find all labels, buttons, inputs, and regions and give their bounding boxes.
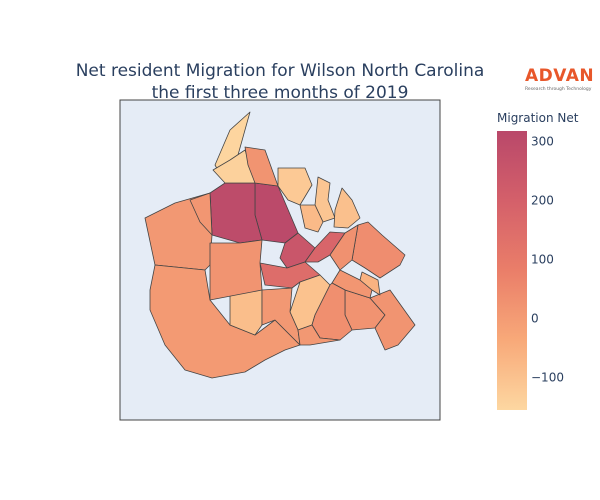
region-northeast-3[interactable]	[333, 187, 361, 229]
logo-wordmark: ADVAN	[525, 66, 595, 86]
region-south-1[interactable]	[297, 324, 341, 346]
logo-tagline: Research through Technology	[525, 87, 592, 92]
region-southwest-large[interactable]	[149, 264, 301, 379]
colorbar-title: Migration Net	[497, 111, 579, 125]
advan-logo: ADVAN Research through Technology	[525, 66, 595, 92]
region-northwest[interactable]	[189, 192, 213, 236]
region-east-2[interactable]	[329, 224, 359, 271]
region-northeast-4[interactable]	[299, 204, 324, 233]
title-line-1: Net resident Migration for Wilson North …	[75, 61, 485, 81]
region-layer	[144, 111, 416, 379]
colorbar-ticks: 300 200 100 0 −100	[531, 135, 564, 385]
colorbar-tick-label: 300	[531, 135, 554, 149]
region-southeast-3[interactable]	[369, 289, 416, 351]
colorbar	[497, 131, 527, 410]
title-line-2: the first three months of 2019	[151, 83, 409, 103]
colorbar-tick-label: 200	[531, 194, 554, 208]
colorbar-tick-label: 100	[531, 253, 554, 267]
colorbar-tick-label: 0	[531, 312, 539, 326]
region-east-1[interactable]	[351, 221, 406, 279]
region-north-left[interactable]	[209, 182, 263, 244]
region-center-west[interactable]	[209, 239, 263, 301]
region-east-small[interactable]	[359, 271, 381, 296]
region-north-strip[interactable]	[244, 146, 279, 187]
colorbar-tick-label: −100	[531, 371, 564, 385]
chart-title: Net resident Migration for Wilson North …	[0, 60, 560, 104]
